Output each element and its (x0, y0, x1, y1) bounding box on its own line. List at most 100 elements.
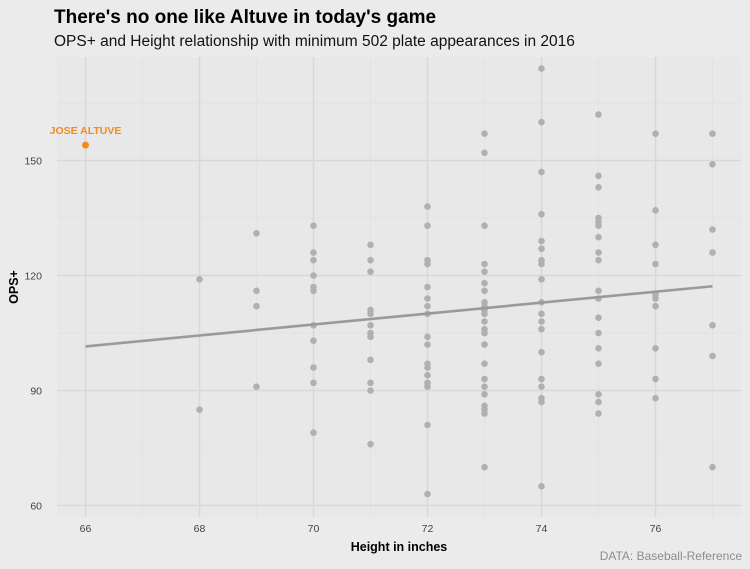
data-point (595, 391, 602, 398)
data-point (595, 184, 602, 191)
y-axis-title: OPS+ (7, 270, 21, 304)
minor-gridlines (57, 57, 741, 517)
data-point (595, 360, 602, 367)
data-point (538, 325, 545, 333)
data-point (310, 379, 317, 387)
data-point (367, 333, 374, 341)
data-point (538, 118, 545, 126)
data-point (652, 345, 659, 352)
data-point (196, 406, 203, 413)
data-point (367, 268, 374, 275)
data-point (424, 222, 431, 229)
data-point (481, 375, 488, 383)
y-tick-label: 90 (30, 386, 42, 398)
data-point (367, 356, 374, 364)
x-tick-label: 66 (80, 523, 92, 535)
data-point (310, 337, 317, 344)
data-point (652, 394, 659, 402)
x-tick-label: 70 (308, 523, 320, 535)
data-point (709, 161, 716, 168)
data-point (253, 230, 260, 237)
data-point (595, 233, 602, 241)
data-point (595, 249, 602, 256)
chart-title: There's no one like Altuve in today's ga… (54, 7, 437, 28)
data-point (481, 260, 488, 268)
data-point (709, 249, 716, 256)
data-point (367, 322, 374, 329)
data-point (595, 111, 602, 118)
data-point (538, 65, 545, 72)
data-point (253, 383, 260, 390)
data-point (310, 249, 317, 256)
highlight-label: JOSE ALTUVE (50, 125, 122, 137)
data-point (595, 172, 602, 180)
x-axis-title: Height in inches (351, 540, 448, 554)
data-point (652, 241, 659, 249)
data-point (253, 302, 260, 310)
data-point (481, 463, 488, 471)
plot-panel (57, 57, 741, 517)
data-point (595, 222, 602, 229)
y-tick-labels: 60 90 120 150 (24, 156, 42, 513)
data-point (424, 341, 431, 348)
data-point (310, 256, 317, 264)
data-point (709, 352, 716, 360)
data-point (538, 348, 545, 356)
data-point (310, 287, 317, 295)
data-point (310, 364, 317, 371)
highlight-point (82, 141, 89, 149)
data-point (481, 287, 488, 295)
data-point (538, 318, 545, 325)
data-point (367, 387, 374, 394)
data-point (367, 241, 374, 249)
y-tick-label: 150 (24, 156, 42, 168)
trend-line (85, 284, 713, 348)
data-point (538, 237, 545, 245)
data-point (424, 283, 431, 291)
data-point (481, 318, 488, 325)
data-point (481, 268, 488, 275)
data-point (481, 383, 488, 390)
data-point (481, 391, 488, 398)
data-point (424, 371, 431, 379)
data-source-caption: DATA: Baseball-Reference (599, 549, 742, 563)
data-point (367, 379, 374, 387)
data-point (709, 463, 716, 471)
data-point (424, 302, 431, 310)
data-point (481, 222, 488, 229)
data-point (538, 375, 545, 383)
data-point (709, 322, 716, 329)
major-gridlines (57, 57, 741, 517)
data-point (481, 279, 488, 287)
y-tick-label: 120 (24, 271, 42, 283)
data-point (538, 245, 545, 252)
data-point (538, 310, 545, 318)
x-tick-label: 72 (422, 523, 434, 535)
data-point (481, 341, 488, 348)
data-point (481, 310, 488, 318)
data-point (538, 210, 545, 218)
data-point (538, 276, 545, 283)
data-point (595, 287, 602, 295)
data-point (709, 226, 716, 233)
x-tick-label: 74 (536, 523, 548, 535)
data-point (481, 360, 488, 367)
data-point (595, 345, 602, 352)
y-tick-label: 60 (30, 501, 42, 513)
data-point (595, 410, 602, 417)
data-point (253, 287, 260, 295)
data-point (424, 203, 431, 210)
data-point (310, 222, 317, 229)
data-point (424, 260, 431, 268)
data-point (367, 310, 374, 318)
data-point (595, 398, 602, 406)
data-point (310, 429, 317, 436)
data-point (652, 130, 659, 137)
x-tick-label: 76 (650, 523, 662, 535)
data-point (481, 130, 488, 137)
data-point (481, 149, 488, 157)
data-point (652, 302, 659, 310)
data-point (538, 260, 545, 268)
data-point (538, 168, 545, 176)
